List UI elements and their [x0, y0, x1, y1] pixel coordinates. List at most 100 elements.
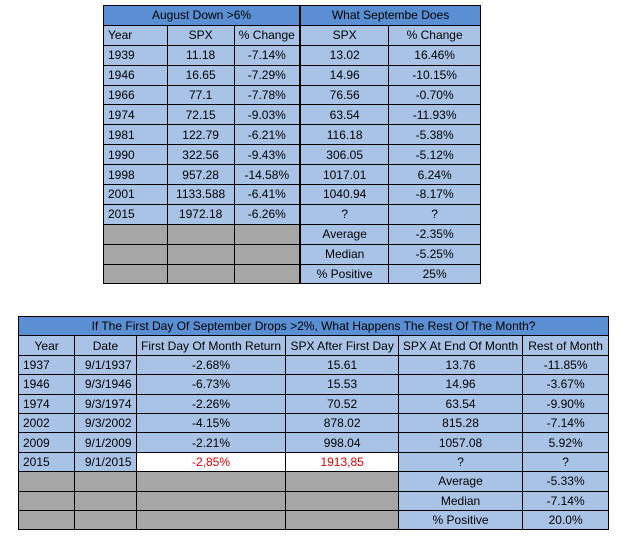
- table2-row-2015: 2015 9/1/2015 -2,85% 1913,85 ? ?: [17, 451, 609, 473]
- cell-date: 9/3/2002: [74, 412, 137, 434]
- cell-august-change: -9.03%: [233, 104, 301, 126]
- table2-title: If The First Day Of September Drops >2%,…: [18, 315, 609, 337]
- cell-september-spx: 13.02: [299, 44, 390, 66]
- empty-cell: [285, 490, 399, 511]
- empty-cell: [135, 509, 287, 531]
- cell-date: 9/1/2015: [74, 451, 137, 473]
- cell-august-spx: 77.1: [166, 84, 235, 106]
- empty-cell: [17, 471, 76, 492]
- table-row: 1990 322.56 -9.43% 306.05 -5.12%: [103, 144, 481, 166]
- empty-cell: [135, 471, 287, 492]
- summary-label: Average: [299, 223, 390, 245]
- empty-cell: [233, 223, 301, 245]
- cell-rest: -11.85%: [522, 354, 609, 376]
- cell-rest: 5.92%: [522, 432, 609, 453]
- column-header: % Change: [233, 24, 301, 46]
- cell-date: 9/3/1946: [74, 374, 137, 395]
- empty-cell: [17, 509, 76, 531]
- empty-cell: [74, 490, 137, 511]
- group-right-header: What Septembe Does: [299, 5, 482, 26]
- summary-label: Average: [397, 471, 524, 492]
- cell-date: 9/1/2009: [74, 432, 137, 453]
- table-row: 1966 77.1 -7.78% 76.56 -0.70%: [103, 84, 481, 106]
- september-first-day-table: If The First Day Of September Drops >2%,…: [17, 315, 609, 531]
- cell-september-spx: 116.18: [299, 124, 390, 146]
- cell-august-spx: 122.79: [166, 124, 235, 146]
- table-row: 2002 9/3/2002 -4.15% 878.02 815.28 -7.14%: [17, 412, 609, 434]
- summary-row: Median -5.25%: [103, 243, 481, 265]
- cell-spx-end: 14.96: [397, 374, 524, 395]
- group-left-header: August Down >6%: [103, 5, 301, 26]
- table-row: 1946 16.65 -7.29% 14.96 -10.15%: [103, 64, 481, 86]
- table-row: 2001 1133.588 -6.41% 1040.94 -8.17%: [103, 184, 481, 205]
- cell-year: 1939: [103, 44, 168, 66]
- cell-spx-after: 878.02: [285, 412, 399, 434]
- cell-year: 2002: [17, 412, 76, 434]
- cell-spx-after: 15.53: [285, 374, 399, 395]
- table2-column-header: Year Date First Day Of Month Return SPX …: [17, 335, 609, 356]
- cell-august-spx: 1133.588: [166, 184, 235, 205]
- column-header: Date: [74, 335, 137, 356]
- empty-cell: [166, 263, 235, 285]
- empty-cell: [285, 509, 399, 531]
- summary-row: Average -2.35%: [103, 223, 481, 245]
- empty-cell: [166, 223, 235, 245]
- cell-first-day-return: -4.15%: [135, 412, 287, 434]
- cell-september-spx: 63.54: [299, 104, 390, 126]
- cell-rest: ?: [522, 451, 609, 473]
- cell-august-change: -6.26%: [233, 203, 301, 225]
- cell-spx-end: 63.54: [397, 393, 524, 414]
- table1-group-header: August Down >6% What Septembe Does: [103, 5, 482, 26]
- summary-row: Median -7.14%: [17, 490, 609, 511]
- column-header: First Day Of Month Return: [135, 335, 287, 356]
- cell-spx-after: 70.52: [285, 393, 399, 414]
- cell-year: 2015: [17, 451, 76, 473]
- cell-year: 2009: [17, 432, 76, 453]
- table2-title-row: If The First Day Of September Drops >2%,…: [18, 315, 609, 337]
- cell-august-change: -7.78%: [233, 84, 301, 106]
- summary-row: % Positive 20.0%: [17, 509, 609, 531]
- cell-spx-end: 1057.08: [397, 432, 524, 453]
- cell-first-day-return: -2.26%: [135, 393, 287, 414]
- summary-value: -5.25%: [388, 243, 481, 265]
- cell-august-change: -7.14%: [233, 44, 301, 66]
- cell-spx-after: 998.04: [285, 432, 399, 453]
- table-row: 1937 9/1/1937 -2.68% 15.61 13.76 -11.85%: [17, 354, 609, 376]
- cell-first-day-return: -2,85%: [135, 451, 287, 473]
- cell-august-change: -7.29%: [233, 64, 301, 86]
- cell-september-spx: 1040.94: [299, 184, 390, 205]
- cell-year: 1946: [103, 64, 168, 86]
- cell-september-spx: 14.96: [299, 64, 390, 86]
- cell-year: 1974: [17, 393, 76, 414]
- cell-august-spx: 957.28: [166, 164, 235, 186]
- cell-year: 1937: [17, 354, 76, 376]
- cell-september-change: ?: [388, 203, 481, 225]
- table-row: 1939 11.18 -7.14% 13.02 16.46%: [103, 44, 481, 66]
- empty-cell: [74, 471, 137, 492]
- summary-value: 20.0%: [522, 509, 609, 531]
- cell-september-change: 16.46%: [388, 44, 481, 66]
- cell-august-spx: 16.65: [166, 64, 235, 86]
- cell-september-change: 6.24%: [388, 164, 481, 186]
- cell-september-spx: 1017.01: [299, 164, 390, 186]
- cell-august-change: -6.41%: [233, 184, 301, 205]
- cell-august-change: -6.21%: [233, 124, 301, 146]
- summary-label: Median: [299, 243, 390, 265]
- cell-september-spx: ?: [299, 203, 390, 225]
- cell-date: 9/3/1974: [74, 393, 137, 414]
- table-row: 1981 122.79 -6.21% 116.18 -5.38%: [103, 124, 481, 146]
- summary-label: % Positive: [299, 263, 390, 285]
- column-header: SPX At End Of Month: [397, 335, 524, 356]
- table-row: 1998 957.28 -14.58% 1017.01 6.24%: [103, 164, 481, 186]
- empty-cell: [233, 263, 301, 285]
- cell-august-spx: 1972.18: [166, 203, 235, 225]
- cell-spx-end: 815.28: [397, 412, 524, 434]
- cell-year: 1946: [17, 374, 76, 395]
- cell-first-day-return: -2.68%: [135, 354, 287, 376]
- summary-value: -2.35%: [388, 223, 481, 245]
- cell-year: 1974: [103, 104, 168, 126]
- cell-august-spx: 11.18: [166, 44, 235, 66]
- cell-spx-after: 1913,85: [285, 451, 399, 473]
- cell-year: 1990: [103, 144, 168, 166]
- cell-year: 1998: [103, 164, 168, 186]
